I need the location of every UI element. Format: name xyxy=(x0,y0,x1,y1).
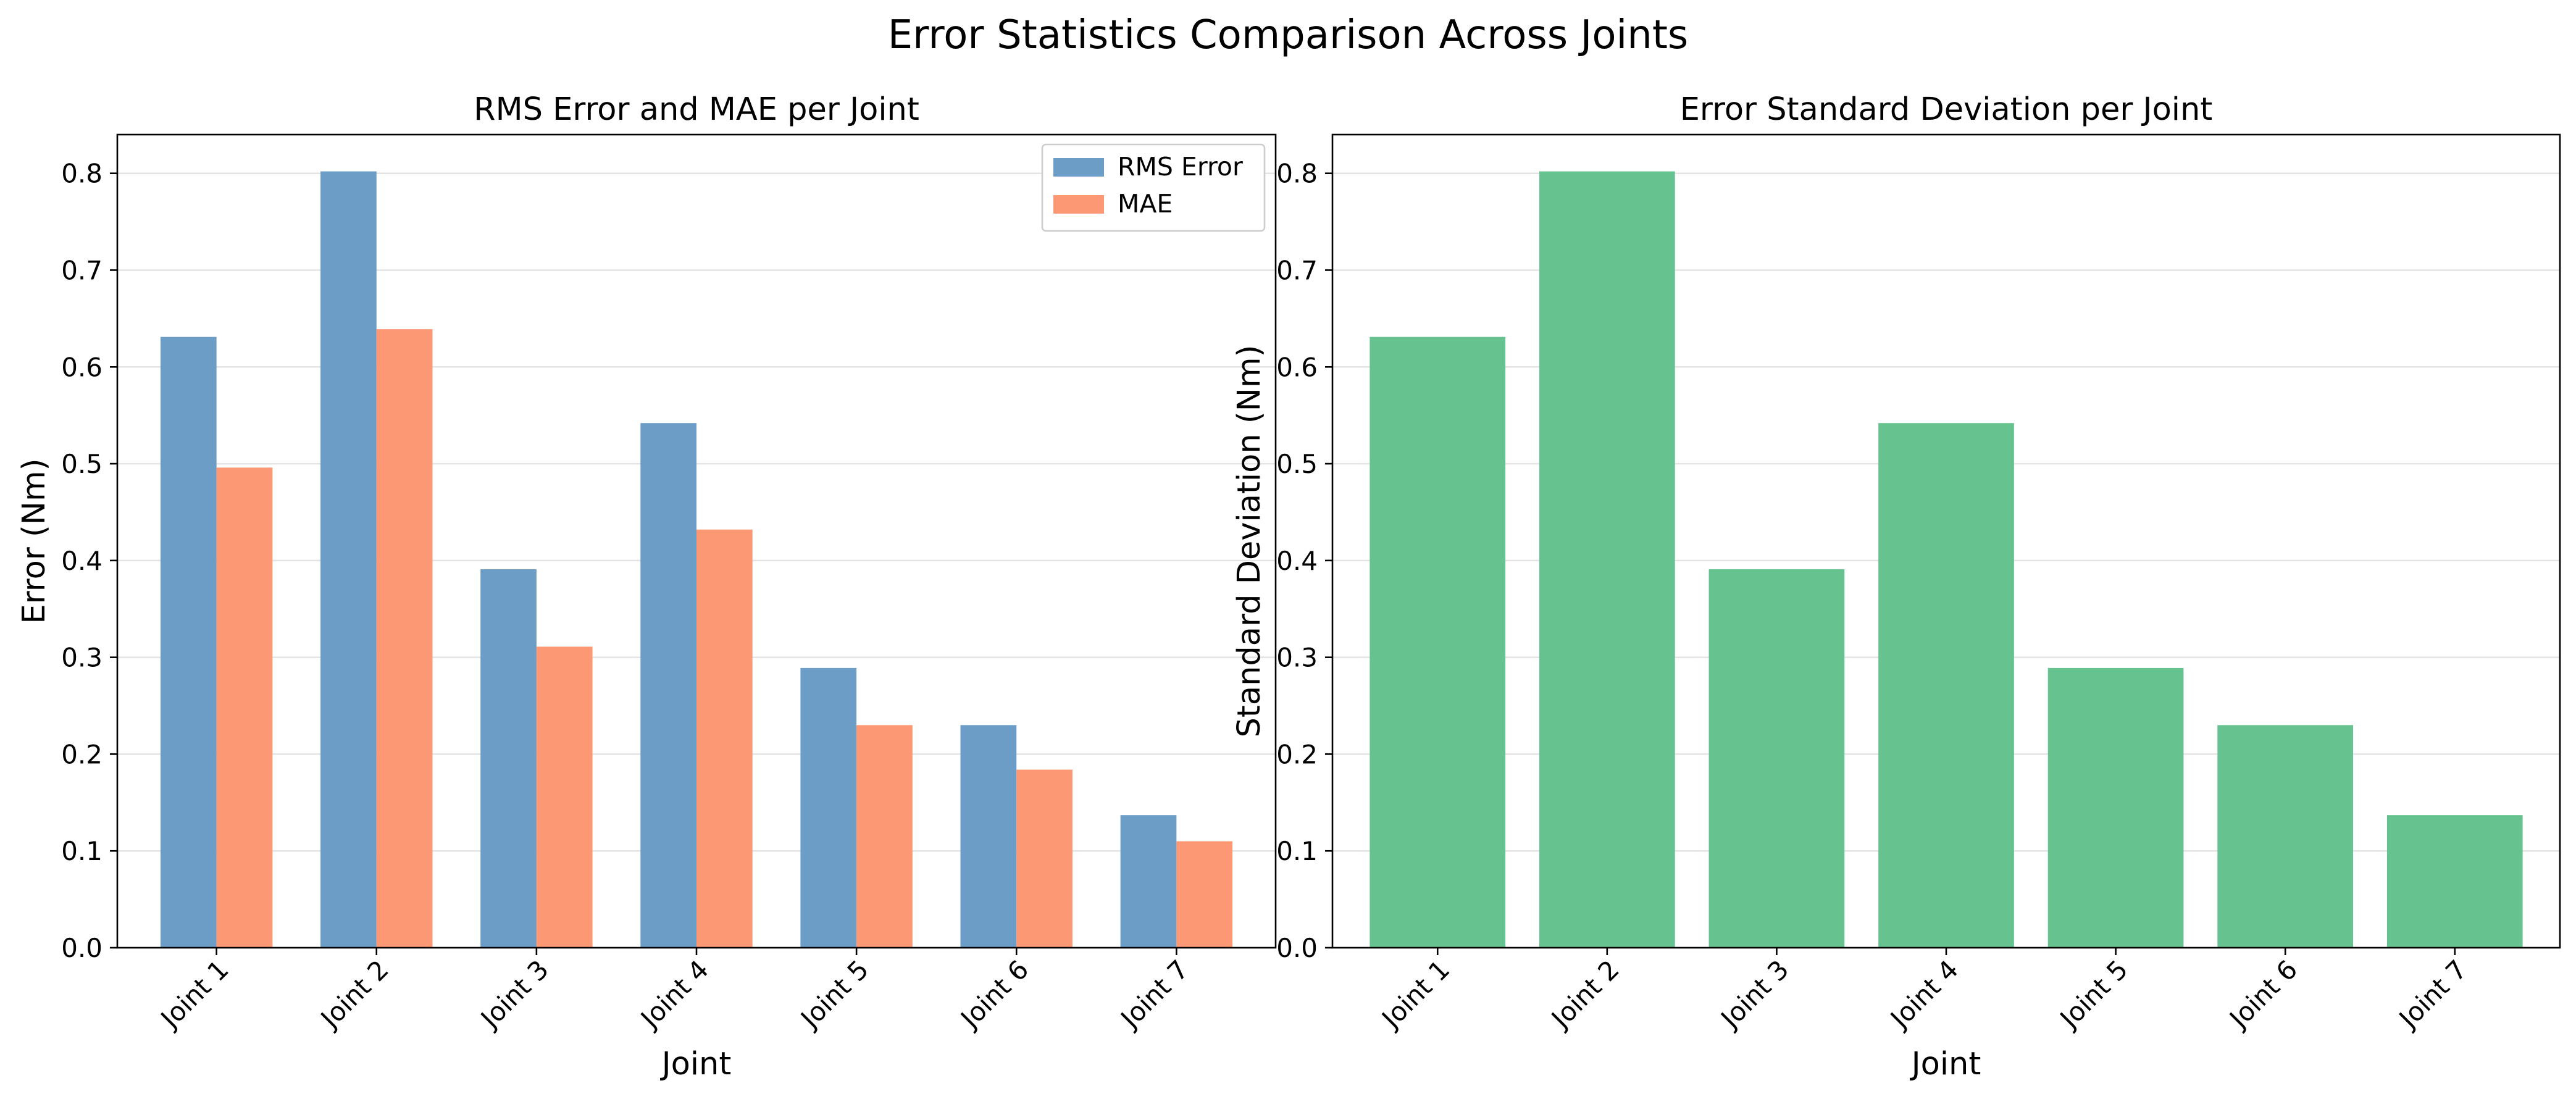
y-tick-label: 0.2 xyxy=(1276,739,1318,769)
x-axis-label-rms-mae: Joint xyxy=(660,1046,732,1082)
y-tick-label: 0.8 xyxy=(61,159,102,189)
bar-mae-joint-2 xyxy=(376,329,433,948)
bar-mae-joint-5 xyxy=(856,725,913,948)
bar-std-dev-joint-5 xyxy=(2047,667,2184,948)
bar-rms-error-joint-3 xyxy=(480,569,537,948)
x-axis-label-std-dev: Joint xyxy=(1910,1046,1981,1082)
x-tick-label-joint-2: Joint 2 xyxy=(314,954,395,1035)
y-tick-label: 0.6 xyxy=(1276,352,1318,382)
bars xyxy=(1370,171,2523,948)
x-tick-label-joint-6: Joint 6 xyxy=(2222,954,2303,1035)
y-tick-label: 0.3 xyxy=(1276,643,1318,673)
x-tick-label-joint-7: Joint 7 xyxy=(2392,954,2473,1035)
x-tick-label-joint-5: Joint 5 xyxy=(2053,954,2134,1035)
bar-std-dev-joint-2 xyxy=(1539,171,1675,948)
x-tick-label-joint-5: Joint 5 xyxy=(793,954,874,1035)
bar-std-dev-joint-6 xyxy=(2217,725,2354,948)
bar-mae-joint-4 xyxy=(696,529,753,948)
panel-title-rms-mae: RMS Error and MAE per Joint xyxy=(474,91,919,128)
bars xyxy=(160,171,1233,948)
y-tick-label: 0.4 xyxy=(61,546,102,576)
bar-std-dev-joint-3 xyxy=(1708,569,1845,948)
y-tick-label: 0.7 xyxy=(61,256,102,286)
panel-std-dev: Error Standard Deviation per Joint Joint… xyxy=(1231,91,2561,1082)
bar-mae-joint-6 xyxy=(1016,769,1073,948)
bar-rms-error-joint-6 xyxy=(960,725,1017,948)
y-tick-label: 0.7 xyxy=(1276,256,1318,286)
y-tick-label: 0.4 xyxy=(1276,546,1318,576)
figure-title: Error Statistics Comparison Across Joint… xyxy=(888,12,1689,58)
panel-title-std-dev: Error Standard Deviation per Joint xyxy=(1680,91,2213,128)
y-tick-label: 0.2 xyxy=(61,739,102,769)
bar-rms-error-joint-2 xyxy=(320,171,377,948)
y-tick-label: 0.1 xyxy=(1276,836,1318,866)
x-tick-label-joint-1: Joint 1 xyxy=(1375,954,1456,1035)
x-tick-label-joint-6: Joint 6 xyxy=(954,954,1035,1035)
panel-rms-mae: RMS Error and MAE per Joint Joint Error … xyxy=(16,91,1277,1082)
y-axis-label-std-dev: Standard Deviation (Nm) xyxy=(1231,345,1268,737)
bar-mae-joint-1 xyxy=(216,467,273,948)
y-tick-label: 0.1 xyxy=(61,836,102,866)
x-tick-label-joint-4: Joint 4 xyxy=(1883,954,1964,1035)
bar-mae-joint-3 xyxy=(536,646,593,948)
legend-label-mae: MAE xyxy=(1118,189,1173,219)
legend-swatch-mae xyxy=(1053,195,1104,214)
x-tick-label-joint-7: Joint 7 xyxy=(1114,954,1195,1035)
y-tick-label: 0.0 xyxy=(61,933,102,963)
x-tick-label-joint-2: Joint 2 xyxy=(1544,954,1625,1035)
bar-std-dev-joint-7 xyxy=(2386,815,2523,948)
x-tick-label-joint-1: Joint 1 xyxy=(154,954,235,1035)
bar-std-dev-joint-4 xyxy=(1878,423,2014,948)
y-tick-label: 0.8 xyxy=(1276,159,1318,189)
legend: RMS Error MAE xyxy=(1041,143,1266,232)
bar-rms-error-joint-5 xyxy=(800,667,857,948)
y-tick-label: 0.6 xyxy=(61,352,102,382)
x-tick-label-joint-3: Joint 3 xyxy=(1714,954,1795,1035)
y-tick-label: 0.5 xyxy=(1276,449,1318,479)
bar-rms-error-joint-4 xyxy=(640,423,696,948)
x-tick-label-joint-4: Joint 4 xyxy=(634,954,714,1035)
legend-swatch-rms-error xyxy=(1053,158,1104,177)
y-tick-label: 0.5 xyxy=(61,449,102,479)
legend-label-rms-error: RMS Error xyxy=(1118,152,1243,182)
y-axis-label-rms-mae: Error (Nm) xyxy=(16,458,52,624)
y-tick-label: 0.0 xyxy=(1276,933,1318,963)
y-tick-label: 0.3 xyxy=(61,643,102,673)
x-tick-label-joint-3: Joint 3 xyxy=(474,954,554,1035)
bar-rms-error-joint-7 xyxy=(1120,815,1177,948)
bar-std-dev-joint-1 xyxy=(1370,336,1506,948)
bar-rms-error-joint-1 xyxy=(160,336,217,948)
bar-mae-joint-7 xyxy=(1176,841,1233,948)
